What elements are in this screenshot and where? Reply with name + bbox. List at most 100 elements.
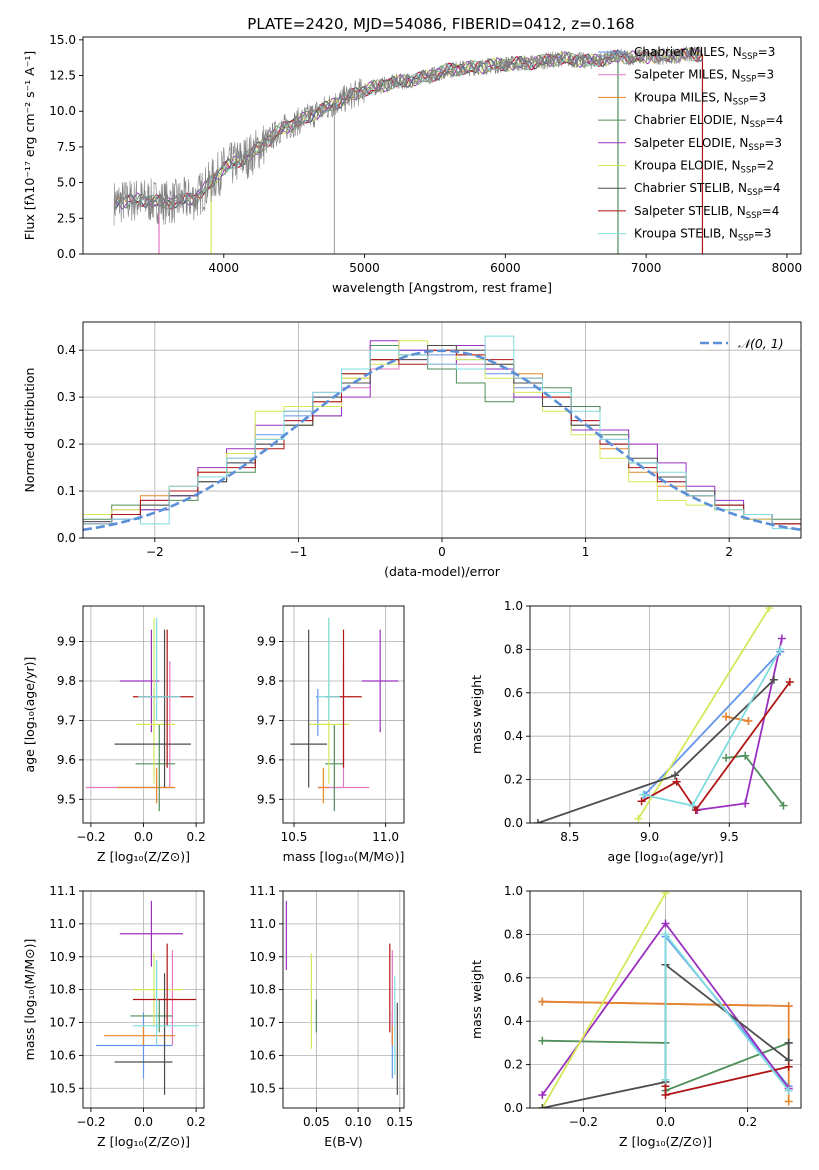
legend-nssp-value: =3 [764,136,782,150]
error-bars [85,617,194,812]
error-bar-chabrier-stelib [114,973,173,1095]
weight-marker [785,677,794,686]
weight-marker [661,891,670,898]
weight-marker [672,777,681,786]
y-tick-label: 0.1 [57,484,76,498]
error-bar-salpeter-elodie [119,629,160,733]
x-tick-label: 8000 [772,261,803,275]
y-tick-label: 11.1 [49,884,76,898]
y-axis-label: mass weight [469,960,484,1039]
legend-entry-kroupa-miles: Kroupa MILES, NSSP=3 [634,90,766,107]
error-bar-kroupa-miles [317,767,329,804]
axes-frame [282,890,405,1109]
y-axis-label: Flux [fλ10⁻¹⁷ erg cm⁻² s⁻¹ A⁻¹] [22,51,37,240]
x-tick-label: 0.0 [134,1115,153,1129]
y-tick-label: 0.0 [504,1101,523,1115]
legend-entry-kroupa-elodie: Kroupa ELODIE, NSSP=2 [634,159,774,176]
y-tick-label: 10.7 [49,1016,76,1030]
error-bar-chabrier-miles [316,688,320,737]
error-bar-kroupa-stelib [132,960,199,1046]
weight-marker [671,771,680,780]
y-tick-label: 0.2 [504,1058,523,1072]
panel-weight-vs-age: 8.5 9.0 9.5 0.0 0.2 0.4 0.6 0.8 1.0 age [log₁₀(ag… [469,599,802,864]
legend-subscript: SSP [741,166,757,176]
weight-line [637,607,770,820]
x-tick-label: 0.0 [134,830,153,844]
x-tick-label: 2 [725,545,733,559]
y-tick-label: 0.3 [57,390,76,404]
weight-marker [765,606,774,613]
x-tick-label: 6000 [490,261,521,275]
y-tick-label: 0.2 [57,437,76,451]
weight-marker [741,799,750,808]
error-bars [285,900,398,1095]
x-axis-label: mass [log₁₀(M/M⊙)] [283,849,405,864]
weight-marker [722,753,731,762]
weight-marker [691,805,700,814]
axes-frame [282,605,405,824]
x-tick-label: 4000 [209,261,240,275]
y-tick-label: 7.5 [57,140,76,154]
y-tick-label: 9.7 [57,713,76,727]
y-tick-label: 10.9 [249,950,276,964]
panel-weight-vs-z: −0.2 0.0 0.2 0.0 0.2 0.4 0.6 0.8 1.0 Z [log₁₀(Z/Z… [469,884,802,1149]
y-axis-label: mass weight [469,675,484,754]
weight-marker [637,797,646,806]
error-bar-kroupa-elodie [132,953,183,1026]
weight-marker [741,751,750,760]
x-tick-label: 0.15 [386,1115,413,1129]
panel-mass-vs-ebv: 0.05 0.10 0.15 10.5 10.6 10.7 10.8 10.9 11.0 11.1… [249,884,413,1149]
legend-nssp-value: =3 [754,227,772,241]
x-tick-label: 9.0 [640,830,659,844]
y-tick-label: 1.0 [504,599,523,613]
axes-frame [82,36,802,255]
error-bar-chabrier-elodie [325,724,344,812]
y-tick-label: 1.0 [504,884,523,898]
y-tick-label: 5.0 [57,176,76,190]
x-axis-label: Z [log₁₀(Z/Z⊙)] [97,1134,190,1149]
legend-subscript: SSP [748,143,764,153]
error-bar-chabrier-elodie [130,999,173,1033]
legend-nssp-value: =4 [766,113,784,127]
y-tick-label: 10.8 [49,983,76,997]
y-tick-label: 2.5 [57,211,76,225]
weight-marker [538,1036,547,1045]
legend-nssp-value: =3 [749,90,767,104]
error-bars [290,617,399,812]
x-tick-label: 11.0 [372,830,399,844]
weight-marker [661,919,670,928]
x-tick-label: 0.2 [738,1115,757,1129]
panel-age-vs-mass: 10.5 11.0 9.5 9.6 9.7 9.8 9.9 mass [log₁₀(M/M⊙)… [257,605,405,864]
weight-marker [538,1104,547,1108]
y-axis-label: Normed distribution [22,368,37,493]
y-tick-label: 0.8 [504,642,523,656]
weight-marker [634,814,643,823]
weight-marker [784,1062,793,1071]
weight-marker [769,675,778,684]
y-tick-label: 11.0 [249,917,276,931]
y-tick-label: 9.8 [57,674,76,688]
y-tick-label: 0.2 [504,773,523,787]
y-tick-label: 9.6 [257,753,276,767]
x-tick-label: 5000 [349,261,380,275]
error-bars [96,900,199,1095]
legend-nssp-value: =4 [762,204,780,218]
histograms [83,335,801,538]
legend-subscript: SSP [733,97,749,107]
weight-marker [533,819,542,823]
histogram-kroupa-stelib [83,335,801,538]
x-tick-label: 0.05 [303,1115,330,1129]
panel-spectrum: 4000 5000 6000 7000 8000 0.0 2.5 5.0 7.5 10.0 12.5… [22,33,802,295]
error-bar-salpeter-stelib [132,629,194,768]
weight-marker [688,801,697,810]
residuals-legend: 𝒩(0, 1) [700,336,784,351]
y-tick-label: 9.6 [57,753,76,767]
weight-line [541,892,667,1108]
y-tick-label: 10.7 [249,1016,276,1030]
weight-marker [661,930,670,939]
y-tick-label: 9.9 [257,635,276,649]
error-bar-kroupa-stelib [138,617,181,721]
error-bar-salpeter-stelib [132,943,197,1026]
legend-entry-salpeter-miles: Salpeter MILES, NSSP=3 [634,68,774,85]
x-tick-label: 8.5 [560,830,579,844]
